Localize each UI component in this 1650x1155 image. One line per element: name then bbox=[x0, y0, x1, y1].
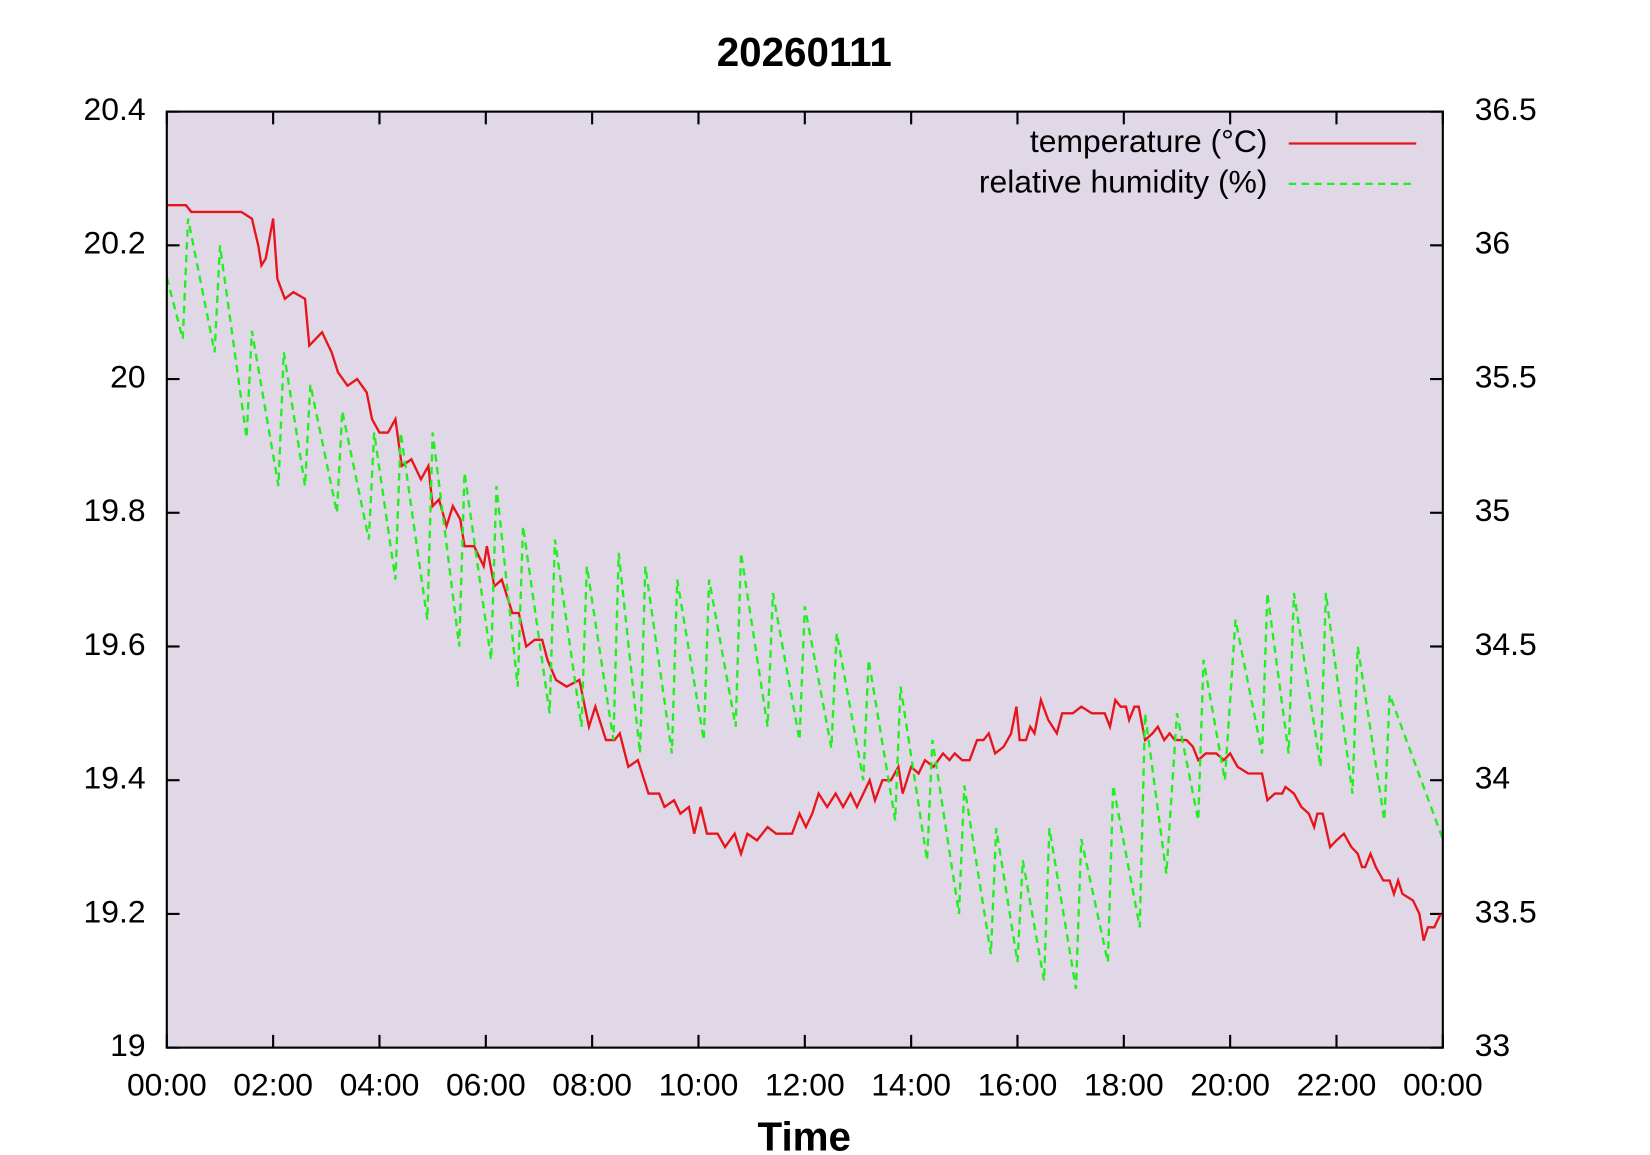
y2-tick-label: 36.5 bbox=[1475, 91, 1537, 127]
x-tick-label: 20:00 bbox=[1190, 1066, 1270, 1102]
chart-title: 20260111 bbox=[717, 29, 892, 75]
legend-label: relative humidity (%) bbox=[979, 163, 1268, 199]
data-line bbox=[165, 218, 1444, 989]
y-tick-label: 19.6 bbox=[84, 626, 146, 662]
legend-label: temperature (°C) bbox=[1030, 123, 1268, 159]
y2-tick-label: 34.5 bbox=[1475, 626, 1537, 662]
x-tick-label: 04:00 bbox=[340, 1066, 420, 1102]
y-tick-label: 20.4 bbox=[84, 91, 146, 127]
y2-tick-label: 34 bbox=[1475, 760, 1510, 796]
y2-tick-label: 35.5 bbox=[1475, 358, 1537, 394]
y-tick-label: 19.8 bbox=[84, 492, 146, 528]
x-tick-label: 10:00 bbox=[659, 1066, 739, 1102]
y2-tick-label: 35 bbox=[1475, 492, 1510, 528]
x-tick-label: 12:00 bbox=[765, 1066, 845, 1102]
x-tick-label: 00:00 bbox=[1403, 1066, 1483, 1102]
y2-tick-label: 33 bbox=[1475, 1027, 1510, 1063]
plot-frame bbox=[165, 110, 1444, 1049]
x-tick-label: 18:00 bbox=[1084, 1066, 1164, 1102]
y-tick-label: 20.2 bbox=[84, 225, 146, 261]
x-tick-label: 14:00 bbox=[871, 1066, 951, 1102]
x-tick-label: 22:00 bbox=[1297, 1066, 1377, 1102]
x-axis-label: Time bbox=[758, 1114, 851, 1155]
y-tick-label: 19 bbox=[110, 1027, 145, 1063]
y2-tick-label: 33.5 bbox=[1475, 893, 1537, 929]
x-tick-label: 08:00 bbox=[552, 1066, 632, 1102]
y-tick-label: 20 bbox=[110, 358, 145, 394]
x-tick-label: 06:00 bbox=[446, 1066, 526, 1102]
y-tick-label: 19.2 bbox=[84, 893, 146, 929]
y-tick-label: 19.4 bbox=[84, 760, 146, 796]
plot-background bbox=[166, 111, 1443, 1048]
y2-tick-label: 36 bbox=[1475, 225, 1510, 261]
x-tick-label: 00:00 bbox=[127, 1066, 207, 1102]
x-tick-label: 16:00 bbox=[978, 1066, 1058, 1102]
x-tick-label: 02:00 bbox=[233, 1066, 313, 1102]
